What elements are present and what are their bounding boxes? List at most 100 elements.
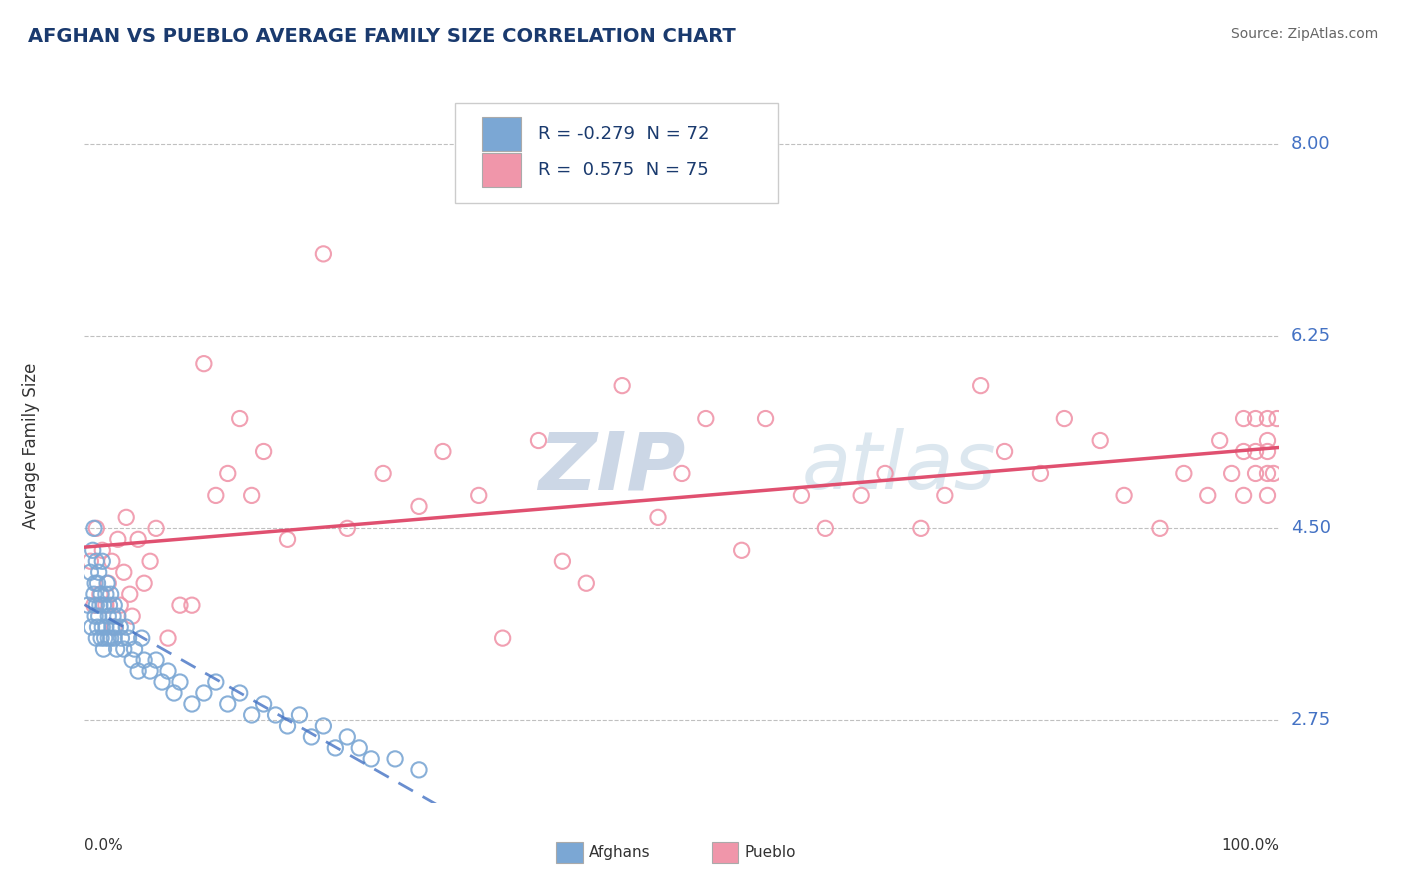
FancyBboxPatch shape [711, 842, 738, 863]
Point [1265, 411, 1288, 425]
Point [110, 631, 132, 645]
Point [87, 566, 110, 580]
Point [277, 533, 299, 547]
Point [157, 631, 180, 645]
Point [336, 730, 359, 744]
Point [312, 719, 335, 733]
Point [755, 411, 778, 425]
Point [98, 598, 121, 612]
Point [94, 620, 117, 634]
Point [432, 444, 454, 458]
Point [1090, 434, 1112, 448]
Point [86, 598, 108, 612]
Point [217, 467, 239, 481]
Point [312, 247, 335, 261]
FancyBboxPatch shape [482, 153, 520, 187]
Point [468, 488, 491, 502]
Point [145, 653, 167, 667]
Point [229, 411, 252, 425]
Point [132, 653, 156, 667]
Point [1257, 411, 1279, 425]
Point [240, 708, 263, 723]
Point [301, 730, 323, 744]
Point [83, 587, 105, 601]
Text: Pueblo: Pueblo [744, 846, 796, 860]
Point [253, 697, 276, 711]
Point [384, 752, 406, 766]
Point [89, 587, 111, 601]
Point [118, 587, 141, 601]
Point [121, 653, 143, 667]
Point [551, 554, 574, 568]
Text: 4.50: 4.50 [1291, 519, 1330, 537]
Point [851, 488, 873, 502]
Point [107, 609, 129, 624]
Text: 2.75: 2.75 [1291, 712, 1331, 730]
Point [80, 620, 103, 634]
Point [1233, 411, 1256, 425]
Text: 6.25: 6.25 [1291, 327, 1330, 345]
Point [695, 411, 717, 425]
Text: 8.00: 8.00 [1291, 135, 1330, 153]
Point [336, 521, 359, 535]
Point [112, 566, 135, 580]
Point [731, 543, 754, 558]
Point [90, 587, 112, 601]
Point [229, 686, 252, 700]
Text: Average Family Size: Average Family Size [21, 363, 39, 529]
Point [84, 609, 107, 624]
Point [1244, 444, 1267, 458]
Point [124, 642, 146, 657]
Point [79, 566, 101, 580]
Point [97, 631, 120, 645]
Text: atlas: atlas [801, 428, 997, 507]
Point [103, 631, 125, 645]
Point [181, 697, 204, 711]
Point [112, 642, 135, 657]
Point [1263, 467, 1285, 481]
Point [163, 686, 186, 700]
Point [131, 631, 153, 645]
Point [253, 444, 276, 458]
Point [910, 521, 932, 535]
Point [169, 675, 191, 690]
Point [100, 631, 122, 645]
Point [139, 664, 162, 678]
Point [96, 576, 118, 591]
Point [169, 598, 191, 612]
Point [671, 467, 693, 481]
Point [77, 598, 100, 612]
Point [205, 675, 228, 690]
Point [79, 554, 101, 568]
Point [139, 554, 162, 568]
Text: R =  0.575  N = 75: R = 0.575 N = 75 [538, 161, 709, 178]
Point [110, 598, 132, 612]
Point [1114, 488, 1136, 502]
Point [205, 488, 228, 502]
Point [86, 521, 108, 535]
Point [1029, 467, 1052, 481]
Point [217, 697, 239, 711]
Point [181, 598, 204, 612]
Point [1257, 488, 1279, 502]
Point [84, 576, 107, 591]
Point [107, 533, 129, 547]
Text: Afghans: Afghans [589, 846, 651, 860]
Point [875, 467, 897, 481]
Point [575, 576, 598, 591]
Point [93, 598, 115, 612]
Point [91, 554, 114, 568]
Point [527, 434, 550, 448]
FancyBboxPatch shape [557, 842, 582, 863]
Text: ZIP: ZIP [538, 428, 686, 507]
Point [93, 642, 115, 657]
Point [1233, 444, 1256, 458]
Point [373, 467, 395, 481]
Point [89, 598, 111, 612]
Text: AFGHAN VS PUEBLO AVERAGE FAMILY SIZE CORRELATION CHART: AFGHAN VS PUEBLO AVERAGE FAMILY SIZE COR… [28, 27, 735, 45]
Point [1233, 488, 1256, 502]
Point [104, 620, 127, 634]
Point [970, 378, 993, 392]
Point [612, 378, 634, 392]
Point [101, 609, 124, 624]
